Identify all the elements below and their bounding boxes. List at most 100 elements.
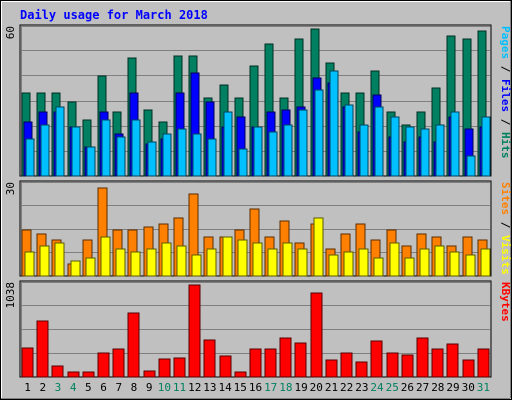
x-tick-label-day-27: 27 <box>416 381 429 394</box>
bar-sites-day-24 <box>373 257 384 277</box>
bar-pages-day-10 <box>162 133 172 177</box>
legend-entry: KBytes <box>499 282 512 322</box>
x-tick-label-day-1: 1 <box>24 381 31 394</box>
x-tick-label-day-23: 23 <box>355 381 368 394</box>
bar-pages-day-24 <box>374 106 384 177</box>
x-tick-label-day-21: 21 <box>325 381 338 394</box>
bar-kbytes-day-12 <box>188 284 201 378</box>
bar-sites-day-19 <box>297 248 308 277</box>
bar-kbytes-day-26 <box>401 354 414 378</box>
x-tick-label-day-6: 6 <box>100 381 107 394</box>
bar-kbytes-day-30 <box>462 359 475 378</box>
x-tick-label-day-26: 26 <box>401 381 414 394</box>
x-tick-label-day-20: 20 <box>310 381 323 394</box>
bar-pages-day-23 <box>359 124 369 177</box>
legend-entry: Visits <box>499 235 512 275</box>
bar-pages-day-22 <box>344 104 354 177</box>
x-tick-label-day-15: 15 <box>234 381 247 394</box>
bar-sites-day-23 <box>358 248 369 277</box>
bar-pages-day-27 <box>420 128 430 177</box>
x-tick-label-day-8: 8 <box>131 381 138 394</box>
bar-kbytes-day-16 <box>249 348 262 378</box>
x-tick-label-day-28: 28 <box>431 381 444 394</box>
bar-sites-day-12 <box>191 254 202 277</box>
bar-kbytes-day-10 <box>158 358 171 378</box>
series-sites <box>24 217 491 277</box>
bar-kbytes-day-7 <box>112 348 125 378</box>
panel-sites-visits: 30 Sites / Visits <box>4 180 512 277</box>
bar-pages-day-28 <box>435 124 445 177</box>
x-tick-label-day-13: 13 <box>203 381 216 394</box>
panel-kbytes: 1038 KBytes <box>4 280 512 378</box>
bar-kbytes-day-20 <box>310 292 323 378</box>
legend-entry: / <box>499 112 512 132</box>
bar-sites-day-25 <box>389 242 400 277</box>
bar-sites-day-29 <box>449 251 460 277</box>
bar-sites-day-15 <box>237 239 248 277</box>
chart-panels: 60 Pages / Files / Hits 30 Sites / Visits 10… <box>4 24 512 378</box>
x-tick-label-day-2: 2 <box>39 381 46 394</box>
bar-pages-day-15 <box>238 148 248 177</box>
bar-sites-day-16 <box>252 242 263 277</box>
bar-kbytes-day-9 <box>143 370 156 378</box>
side-legend-label: KBytes <box>499 282 512 322</box>
series-kbytes <box>21 284 490 378</box>
bar-kbytes-day-3 <box>51 365 64 378</box>
bar-sites-day-17 <box>267 248 278 277</box>
bar-sites-day-27 <box>419 248 430 277</box>
bar-kbytes-day-21 <box>325 359 338 378</box>
x-tick-label-day-30: 30 <box>462 381 475 394</box>
x-tick-label-day-17: 17 <box>264 381 277 394</box>
bar-pages-day-5 <box>86 146 96 177</box>
bar-pages-day-21 <box>329 70 339 177</box>
bar-sites-day-8 <box>130 251 141 277</box>
bar-pages-day-2 <box>40 124 50 177</box>
x-tick-label-day-14: 14 <box>218 381 232 394</box>
bar-pages-day-19 <box>298 109 308 177</box>
x-tick-label-day-3: 3 <box>55 381 62 394</box>
bar-sites-day-5 <box>85 257 96 277</box>
bar-kbytes-day-25 <box>386 352 399 378</box>
bar-kbytes-day-29 <box>446 343 459 378</box>
x-tick-label-day-16: 16 <box>249 381 262 394</box>
bar-pages-day-25 <box>390 116 400 177</box>
bar-pages-day-20 <box>314 89 324 177</box>
bar-pages-day-9 <box>147 141 157 177</box>
bar-kbytes-day-11 <box>173 357 186 378</box>
bar-pages-day-1 <box>25 138 35 177</box>
x-tick-label-day-9: 9 <box>146 381 153 394</box>
side-legend-label: Sites / Visits <box>499 182 512 275</box>
legend-entry: / <box>499 59 512 79</box>
bar-kbytes-day-6 <box>97 352 110 378</box>
legend-entry: Files <box>499 79 512 112</box>
bar-kbytes-day-2 <box>36 320 49 378</box>
bar-sites-day-14 <box>222 236 233 277</box>
bar-sites-day-26 <box>404 257 415 277</box>
bar-pages-day-30 <box>466 155 476 177</box>
bar-kbytes-day-24 <box>370 340 383 378</box>
x-tick-label-day-12: 12 <box>188 381 201 394</box>
side-legend-label: Pages / Files / Hits <box>499 26 512 159</box>
legend-entry: Hits <box>499 132 512 159</box>
x-tick-label-day-4: 4 <box>70 381 77 394</box>
bar-sites-day-11 <box>176 245 187 277</box>
legend-entry: Sites <box>499 182 512 215</box>
bar-kbytes-day-22 <box>340 352 353 378</box>
bar-sites-day-7 <box>115 248 126 277</box>
bar-kbytes-day-17 <box>264 348 277 378</box>
bar-pages-day-16 <box>253 126 263 177</box>
bar-kbytes-day-18 <box>279 337 292 378</box>
bar-sites-day-31 <box>480 248 491 277</box>
bar-pages-day-12 <box>192 133 202 177</box>
bar-sites-day-2 <box>39 245 50 277</box>
x-tick-label-day-25: 25 <box>386 381 399 394</box>
bar-sites-day-20 <box>313 217 324 277</box>
bar-sites-day-22 <box>343 251 354 277</box>
bar-kbytes-day-31 <box>477 348 490 378</box>
bar-kbytes-day-1 <box>21 347 34 378</box>
bar-sites-day-10 <box>161 242 172 277</box>
bar-pages-day-29 <box>450 111 460 177</box>
x-tick-label-day-7: 7 <box>115 381 122 394</box>
bar-sites-day-30 <box>465 254 476 277</box>
